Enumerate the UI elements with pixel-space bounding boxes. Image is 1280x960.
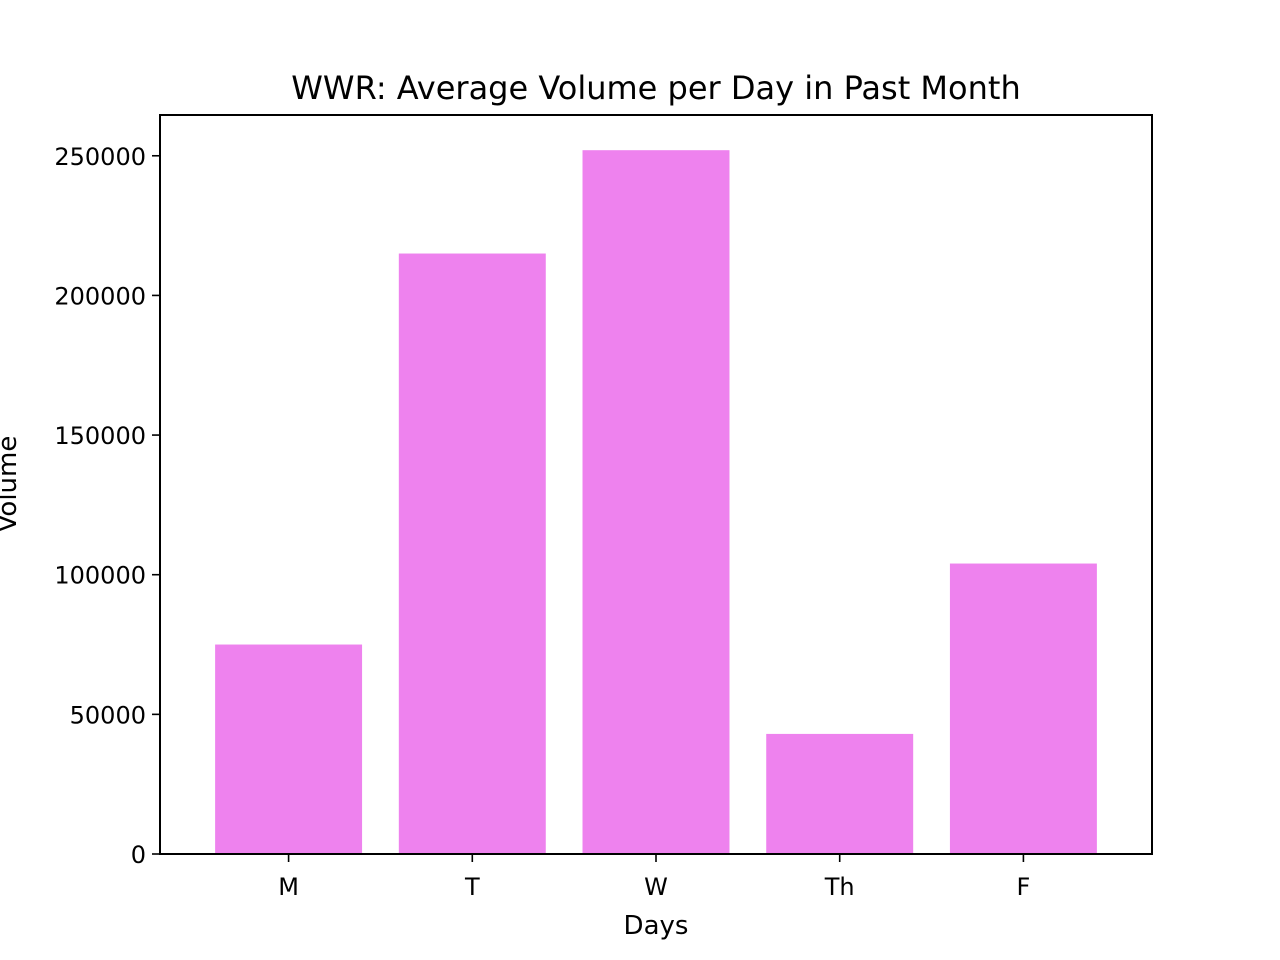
y-tick-label: 0 bbox=[131, 841, 146, 869]
x-tick-label: T bbox=[464, 873, 480, 901]
bar-m bbox=[215, 644, 363, 854]
x-tick-label: Th bbox=[824, 873, 855, 901]
y-axis-label: Volume bbox=[0, 436, 23, 533]
y-tick-label: 250000 bbox=[54, 143, 146, 171]
y-tick-label: 200000 bbox=[54, 282, 146, 310]
bar-f bbox=[949, 563, 1097, 854]
chart-title: WWR: Average Volume per Day in Past Mont… bbox=[291, 69, 1020, 107]
bar-th bbox=[766, 733, 914, 854]
x-axis: M T W Th F bbox=[278, 854, 1030, 901]
x-tick-label: M bbox=[278, 873, 299, 901]
bar-t bbox=[398, 253, 546, 854]
y-tick-label: 50000 bbox=[70, 701, 146, 729]
x-axis-label: Days bbox=[624, 911, 689, 941]
x-tick-label: F bbox=[1017, 873, 1031, 901]
bar-w bbox=[582, 150, 730, 854]
y-tick-label: 150000 bbox=[54, 422, 146, 450]
y-tick-label: 100000 bbox=[54, 562, 146, 590]
x-tick-label: W bbox=[644, 873, 668, 901]
y-axis: 0 50000 100000 150000 200000 250000 bbox=[54, 143, 160, 869]
bars-layer bbox=[215, 150, 1097, 854]
